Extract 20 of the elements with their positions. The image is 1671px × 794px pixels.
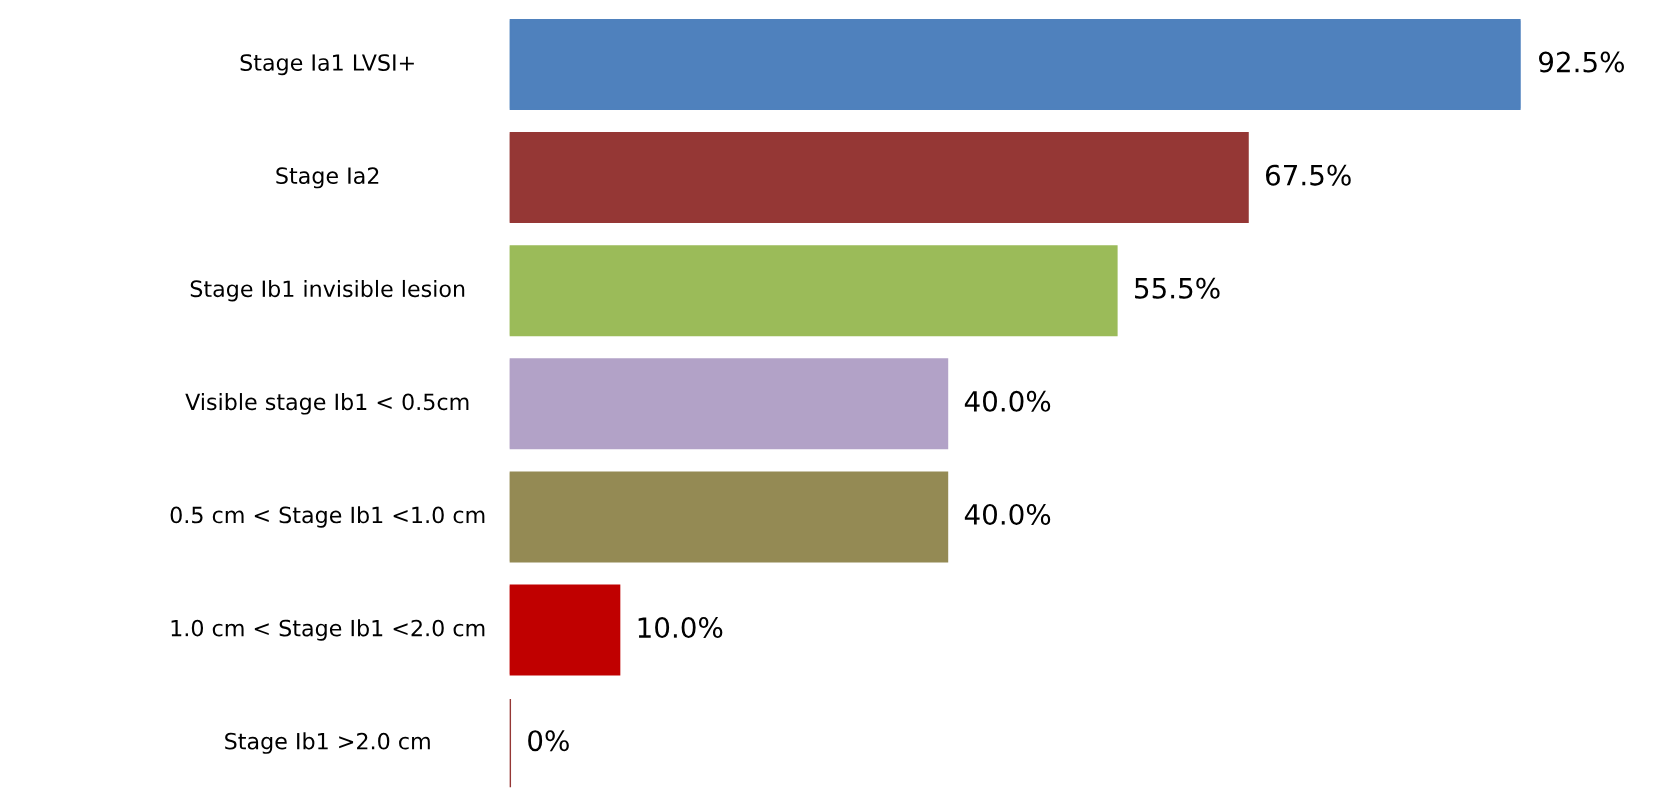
bar (509, 471, 949, 563)
y-tick-label: Stage Ib1 >2.0 cm (225, 732, 430, 754)
data-label: 40.0% (964, 503, 1051, 525)
data-label: 92.5% (1539, 51, 1624, 73)
y-tick-label: Visible stage Ib1 < 0.5cm (185, 393, 469, 415)
data-label: 67.5% (1265, 164, 1351, 186)
y-tick-label: Stage Ia1 LVSI+ (240, 54, 414, 76)
bar (509, 245, 1118, 337)
y-tick-label: 1.0 cm < Stage Ib1 <2.0 cm (171, 619, 485, 641)
y-tick-label: Stage Ib1 invisible lesion (190, 279, 465, 302)
data-label: 55.5% (1135, 277, 1220, 299)
bar (509, 132, 1249, 224)
data-label: 10.0% (638, 617, 723, 639)
data-label: 0% (528, 730, 569, 752)
y-tick-label: 0.5 cm < Stage Ib1 <1.0 cm (170, 506, 485, 528)
bar (509, 584, 621, 676)
y-tick-label: Stage Ia2 (276, 167, 379, 189)
data-label: 40.0% (964, 390, 1051, 412)
bar (509, 358, 949, 450)
bar (509, 18, 1521, 110)
